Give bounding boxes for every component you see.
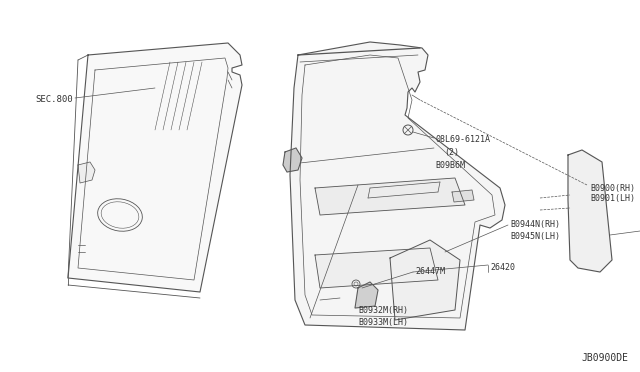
Text: B0945N(LH): B0945N(LH) [510,232,560,241]
Text: B0933M(LH): B0933M(LH) [358,317,408,327]
Polygon shape [390,240,460,320]
Text: (2): (2) [444,148,459,157]
Text: B09B6M: B09B6M [435,160,465,170]
Polygon shape [568,150,612,272]
Text: B0900(RH): B0900(RH) [590,183,635,192]
Polygon shape [68,43,242,292]
Polygon shape [78,162,95,183]
Text: 08L69-6121A: 08L69-6121A [435,135,490,144]
Text: 26420: 26420 [490,263,515,272]
Text: B0901(LH): B0901(LH) [590,195,635,203]
Text: SEC.800: SEC.800 [35,96,73,105]
Polygon shape [355,282,378,308]
Polygon shape [315,178,465,215]
Polygon shape [315,248,438,288]
Polygon shape [452,190,474,202]
Polygon shape [283,148,302,172]
Text: B0932M(RH): B0932M(RH) [358,305,408,314]
Polygon shape [290,42,505,330]
Text: JB0900DE: JB0900DE [581,353,628,363]
Text: B0944N(RH): B0944N(RH) [510,221,560,230]
Text: 26447M: 26447M [415,267,445,276]
